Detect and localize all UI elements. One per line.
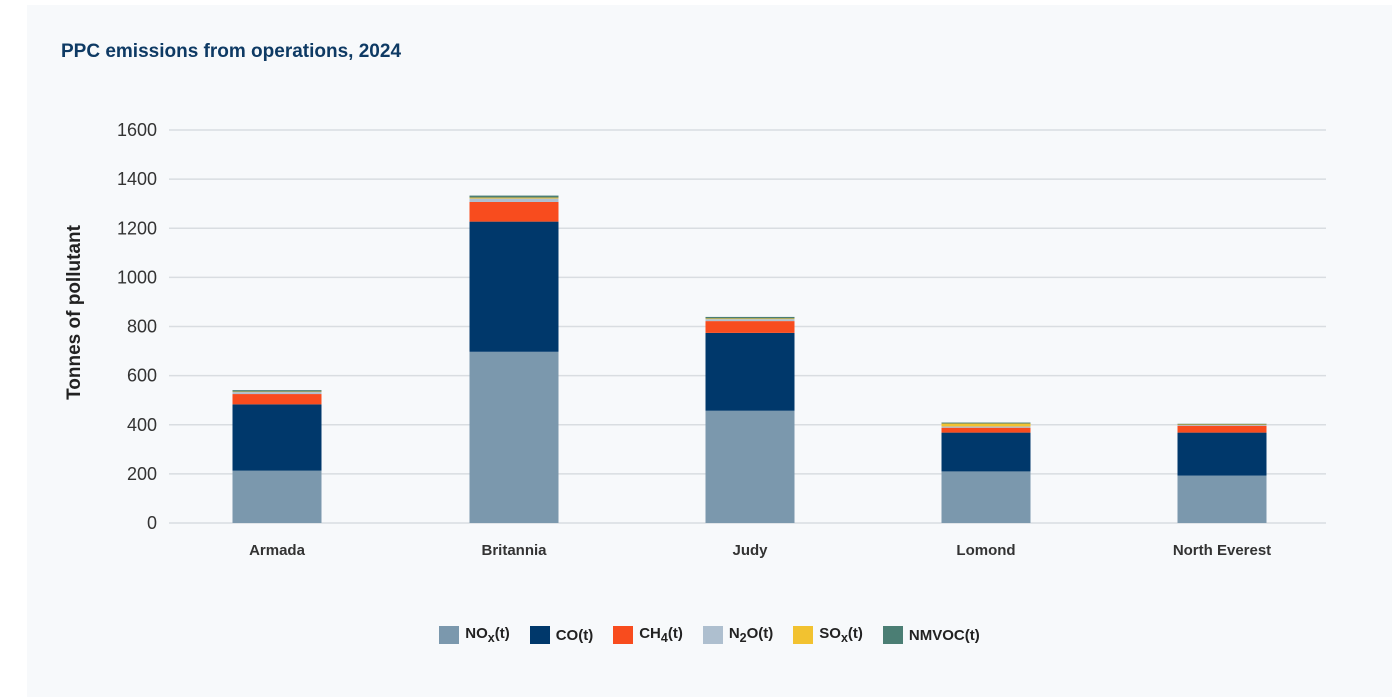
legend-swatch [793,626,814,644]
bar-soxt [469,197,559,199]
legend-label: N2O(t) [728,625,774,645]
legend-swatch [529,626,550,644]
bar-n2ot [469,198,559,202]
chart-plot: 0 200 400 600 800 1000 1200 1400 1600 Tonnes of p… [64,120,1326,559]
y-tick-label: 1000 [117,267,157,287]
bar-noxt [1177,475,1267,523]
bar-n2ot [941,426,1031,428]
bar-cot [232,404,322,471]
y-tick-label: 400 [127,415,157,435]
x-category-label: Judy [732,542,768,559]
y-tick-label: 600 [127,366,157,386]
bar-ch4t [941,427,1031,433]
legend-item: CH4(t) [613,625,683,645]
bar-cot [469,221,559,352]
legend-item: CO(t) [529,625,594,645]
y-axis-title: Tonnes of pollutant [64,224,85,400]
bar-ch4t [469,201,559,222]
bar-nmvoct [232,390,322,392]
bar-nmvoct [1177,423,1267,425]
x-category-label: Armada [249,542,306,559]
bar-n2ot [705,319,795,322]
legend-swatch [882,626,903,644]
legend-item: N2O(t) [702,625,774,645]
y-tick-label: 200 [127,464,157,484]
legend-label: NOx(t) [465,625,510,645]
bar-nmvoct [469,195,559,198]
x-category-label: Britannia [481,542,547,559]
bar-ch4t [1177,425,1267,433]
legend-label: SOx(t) [819,625,863,645]
bar-cot [705,332,795,411]
legend-swatch [613,626,634,644]
bar-soxt [941,423,1031,427]
bar-noxt [705,410,795,523]
legend-item: SOx(t) [793,625,863,645]
legend-swatch [702,626,723,644]
bar-noxt [469,351,559,523]
bar-cot [1177,432,1267,476]
bar-noxt [941,471,1031,523]
y-tick-label: 1200 [117,218,157,238]
chart-legend: NOx(t) CO(t) CH4(t) N2O(t) SOx(t) NMVOC(t) [27,625,1392,645]
bar-nmvoct [705,316,795,319]
bar-ch4t [705,321,795,333]
legend-item: NOx(t) [439,625,510,645]
bar-cot [941,432,1031,472]
chart-title: PPC emissions from operations, 2024 [61,41,402,62]
legend-label: CH4(t) [639,625,683,645]
legend-item: NMVOC(t) [882,625,980,645]
bar-soxt [705,318,795,320]
bar-n2ot [232,392,322,395]
y-tick-label: 800 [127,317,157,337]
y-tick-label: 1400 [117,169,157,189]
legend-swatch [439,626,460,644]
y-tick-label: 0 [147,513,157,533]
bar-nmvoct [941,422,1031,424]
x-category-label: Lomond [956,542,1015,559]
bar-n2ot [1177,424,1267,426]
legend-label: CO(t) [555,626,594,644]
bar-ch4t [232,394,322,405]
y-tick-label: 1600 [117,120,157,140]
legend-label: NMVOC(t) [908,626,980,644]
x-category-label: North Everest [1173,542,1271,559]
bar-noxt [232,470,322,523]
chart-panel: PPC emissions from operations, 2024 0 200… [27,5,1392,697]
